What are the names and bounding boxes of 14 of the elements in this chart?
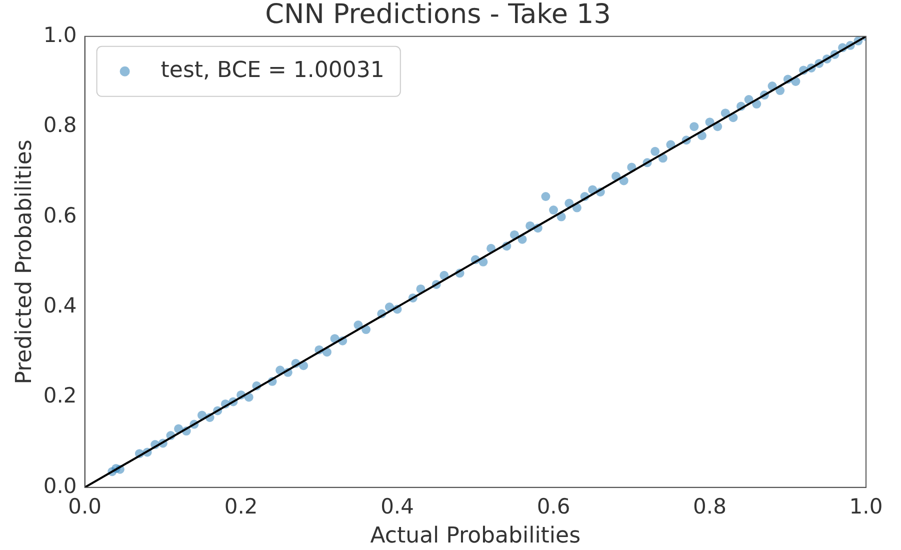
x-tick-label: 1.0 (849, 494, 883, 518)
x-tick-label: 0.6 (536, 494, 570, 518)
y-tick-label: 0.2 (43, 384, 77, 408)
chart-title: CNN Predictions - Take 13 (265, 0, 611, 30)
y-tick-label: 1.0 (43, 22, 77, 47)
x-axis-title: Actual Probabilities (370, 524, 581, 549)
x-tick-label: 0.2 (224, 494, 258, 518)
y-tick-label: 0.8 (43, 113, 77, 138)
x-tick-label: 0.4 (380, 494, 414, 518)
y-tick-label: 0.6 (43, 203, 77, 228)
x-tick-label: 0.8 (693, 494, 726, 518)
legend-label: test, BCE = 1.00031 (160, 58, 384, 84)
y-axis-title: Predicted Probabilities (12, 140, 37, 384)
y-tick-label: 0.4 (43, 293, 77, 318)
